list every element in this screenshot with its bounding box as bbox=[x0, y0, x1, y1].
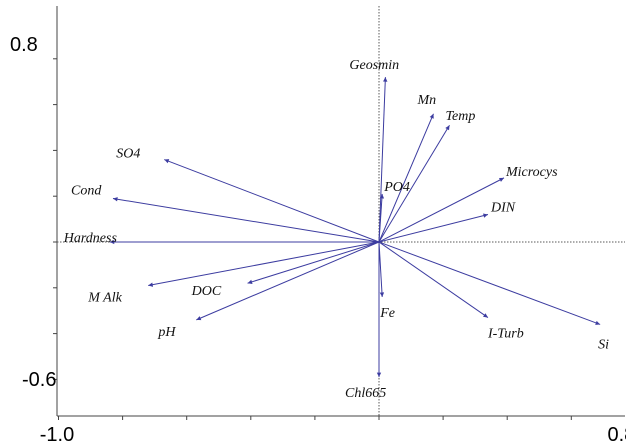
y-tick-label: 0.8 bbox=[10, 34, 38, 56]
arrowhead-ph bbox=[196, 316, 202, 321]
vector-fe bbox=[378, 241, 383, 297]
label-ph: pH bbox=[157, 325, 176, 340]
arrowhead-si bbox=[595, 320, 601, 325]
vector-m-alk bbox=[148, 241, 380, 287]
label-fe: Fe bbox=[379, 306, 395, 321]
arrowhead-hardness bbox=[109, 239, 115, 245]
arrowhead-geosmin bbox=[383, 77, 388, 82]
arrowhead-so4 bbox=[164, 159, 170, 164]
label-m-alk: M Alk bbox=[87, 291, 122, 306]
vector-din bbox=[378, 214, 489, 243]
label-temp: Temp bbox=[446, 109, 476, 124]
arrowhead-doc bbox=[247, 279, 253, 284]
vector-so4 bbox=[164, 159, 380, 243]
y-tick-label: -0.6 bbox=[22, 369, 56, 391]
label-doc: DOC bbox=[191, 284, 222, 299]
vector-microcys bbox=[378, 177, 505, 243]
arrowhead-fe bbox=[379, 292, 385, 297]
vector-po4 bbox=[378, 193, 383, 243]
arrowhead-microcys bbox=[498, 177, 504, 182]
vector-i-turb bbox=[378, 241, 489, 318]
x-tick-label: 0.8 bbox=[607, 424, 626, 444]
label-chl665: Chl665 bbox=[345, 386, 386, 401]
label-microcys: Microcys bbox=[505, 165, 558, 180]
vector-cond bbox=[112, 197, 380, 243]
label-geosmin: Geosmin bbox=[349, 58, 399, 73]
vector-ph bbox=[196, 241, 380, 321]
arrowhead-cond bbox=[112, 197, 118, 202]
arrowhead-temp bbox=[445, 125, 450, 131]
x-tick-label: -1.0 bbox=[40, 424, 74, 444]
label-i-turb: I-Turb bbox=[487, 327, 524, 342]
arrowhead-m-alk bbox=[148, 282, 154, 287]
arrowhead-mn bbox=[429, 113, 434, 119]
arrowhead-i-turb bbox=[483, 313, 488, 318]
label-hardness: Hardness bbox=[63, 231, 118, 246]
label-mn: Mn bbox=[416, 93, 436, 108]
label-cond: Cond bbox=[71, 183, 102, 198]
vector-doc bbox=[247, 241, 380, 284]
label-so4: SO4 bbox=[116, 147, 140, 162]
arrowhead-din bbox=[483, 213, 488, 218]
vector-si bbox=[378, 241, 601, 325]
label-din: DIN bbox=[490, 201, 516, 216]
vector-geosmin bbox=[378, 77, 386, 243]
vector-mn bbox=[378, 113, 434, 243]
vector-temp bbox=[378, 124, 450, 243]
label-po4: PO4 bbox=[383, 180, 410, 195]
arrowhead-po4 bbox=[379, 193, 385, 199]
arrowhead-chl665 bbox=[376, 372, 382, 378]
label-si: Si bbox=[598, 337, 609, 352]
